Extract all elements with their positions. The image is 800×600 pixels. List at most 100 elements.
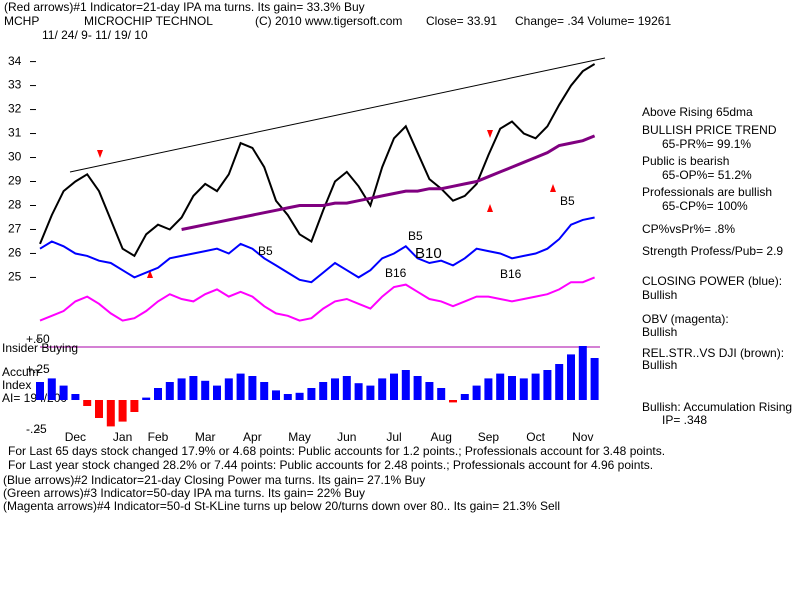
ai-label: AI= 194/200 xyxy=(2,391,67,405)
accum-bar xyxy=(283,394,292,400)
arrow xyxy=(487,130,493,138)
annotation: B16 xyxy=(500,267,522,281)
y-tick-label: 27 xyxy=(8,222,22,236)
footer-text: For Last year stock changed 28.2% or 7.4… xyxy=(8,458,653,472)
accum-bar xyxy=(295,392,304,400)
accum-bar xyxy=(213,385,221,400)
accum-bar xyxy=(248,376,257,400)
x-tick-label: Oct xyxy=(526,430,545,444)
annotation: B16 xyxy=(385,266,407,280)
x-tick-label: Dec xyxy=(65,430,86,444)
arrow xyxy=(487,204,493,212)
side-text: 65-PR%= 99.1% xyxy=(662,137,751,151)
accum-bar xyxy=(354,383,363,400)
accum-bar xyxy=(342,376,351,400)
y-tick-label: -.25 xyxy=(26,422,47,436)
x-tick-label: Mar xyxy=(195,430,216,444)
accum-bar xyxy=(83,400,92,406)
side-text: Public is bearish xyxy=(642,154,729,168)
y-tick-label: 26 xyxy=(8,246,22,260)
annotation: B5 xyxy=(560,194,575,208)
accum-bar xyxy=(201,380,210,400)
accum-bar xyxy=(130,400,139,412)
series-line xyxy=(39,216,595,284)
side-text: Above Rising 65dma xyxy=(642,105,753,119)
accum-bar xyxy=(449,400,457,403)
series-line xyxy=(181,134,596,231)
accum-bar xyxy=(567,354,575,400)
x-tick-label: Nov xyxy=(572,430,593,444)
side-text: 65-CP%= 100% xyxy=(662,199,748,213)
arrow xyxy=(147,270,153,278)
index-label: Index xyxy=(2,378,31,392)
accum-bar xyxy=(118,400,127,422)
y-tick-label: 29 xyxy=(8,174,22,188)
accum-bar xyxy=(189,376,198,400)
x-tick-label: Jul xyxy=(386,430,401,444)
accum-bar xyxy=(590,358,599,400)
accum-bar xyxy=(319,382,328,400)
side-text: Strength Profess/Pub= 2.9 xyxy=(642,244,783,258)
accum-bar xyxy=(531,373,540,400)
footer-text: (Magenta arrows)#4 Indicator=50-d St-KLi… xyxy=(3,499,560,513)
accum-bar xyxy=(71,394,80,400)
footer-text: (Green arrows)#3 Indicator=50-day IPA ma… xyxy=(3,486,365,500)
accum-bar xyxy=(236,373,245,400)
accum-bar xyxy=(331,378,339,400)
accum-bar xyxy=(555,364,564,400)
accum-bar xyxy=(95,400,103,418)
accum-bar xyxy=(413,376,422,400)
y-tick-label: 34 xyxy=(8,54,22,68)
footer-text: (Blue arrows)#2 Indicator=21-day Closing… xyxy=(3,473,425,487)
accum-bar xyxy=(36,382,44,400)
accum-bar xyxy=(484,378,493,400)
accum-bar xyxy=(401,370,410,400)
accum-bar xyxy=(578,346,587,400)
accum-bar xyxy=(106,400,115,427)
accum-bar xyxy=(543,370,552,400)
copyright: (C) 2010 www.tigersoft.com xyxy=(255,14,402,28)
series-line xyxy=(39,276,595,322)
side-text: OBV (magenta): xyxy=(642,312,729,326)
y-tick-label: +.50 xyxy=(26,332,50,346)
accum-bar xyxy=(177,378,186,400)
accum-bar xyxy=(366,385,375,400)
accum-bar xyxy=(390,373,398,400)
annotation: B5 xyxy=(258,244,273,258)
accum-bar xyxy=(165,382,174,400)
accum-label: Accum xyxy=(2,365,39,379)
accum-bar xyxy=(154,388,162,400)
accum-bar xyxy=(425,382,434,400)
trend-line xyxy=(69,57,606,173)
side-text: 65-OP%= 51.2% xyxy=(662,168,752,182)
side-text: Professionals are bullish xyxy=(642,185,772,199)
side-text: REL.STR..VS DJI (brown): xyxy=(642,346,784,360)
annotation: B10 xyxy=(415,245,442,262)
y-tick-label: 31 xyxy=(8,126,22,140)
accum-bar xyxy=(59,385,68,400)
side-text: CLOSING POWER (blue): xyxy=(642,274,782,288)
accum-bar xyxy=(47,378,56,400)
accum-bar xyxy=(519,378,528,400)
x-tick-label: Jun xyxy=(337,430,356,444)
series-line xyxy=(39,63,596,258)
arrow xyxy=(550,184,556,192)
x-tick-label: Jan xyxy=(113,430,132,444)
x-tick-label: Feb xyxy=(148,430,169,444)
date-range: 11/ 24/ 9- 11/ 19/ 10 xyxy=(42,28,148,42)
accum-bar xyxy=(260,382,269,400)
x-tick-label: May xyxy=(288,430,311,444)
y-tick-label: +.25 xyxy=(26,362,50,376)
accum-bar xyxy=(496,373,505,400)
side-text: Bullish xyxy=(642,358,677,372)
y-tick-label: 25 xyxy=(8,270,22,284)
x-tick-label: Aug xyxy=(431,430,452,444)
y-tick-label: 28 xyxy=(8,198,22,212)
side-text: Bullish: Accumulation Rising xyxy=(642,400,792,414)
side-text: BULLISH PRICE TREND xyxy=(642,123,777,137)
accum-bar xyxy=(460,394,469,400)
arrows xyxy=(97,130,556,278)
accum-bar xyxy=(224,378,233,400)
accum-bar xyxy=(272,390,280,400)
accum-bar xyxy=(378,378,387,400)
